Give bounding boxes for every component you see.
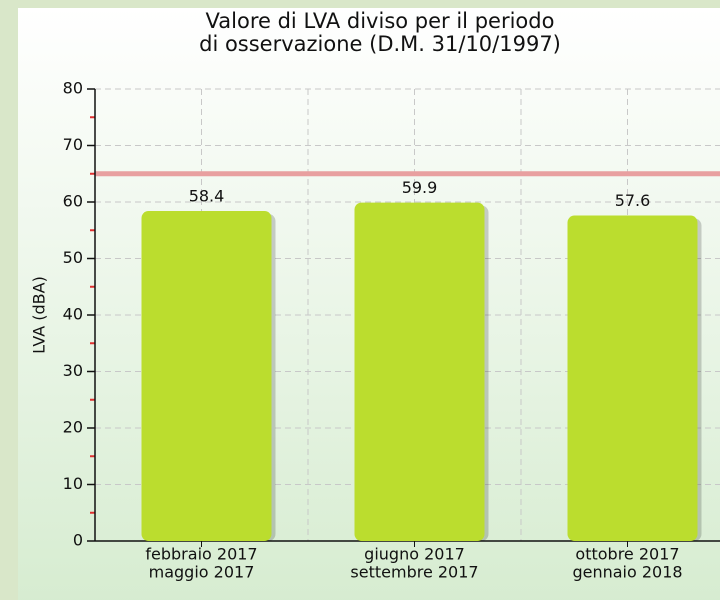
chart-title: di osservazione (D.M. 31/10/1997) (199, 32, 561, 56)
y-tick-label: 30 (63, 361, 83, 380)
y-tick-label: 10 (63, 474, 83, 493)
x-tick-label: febbraio 2017 (145, 545, 257, 564)
y-tick-label: 70 (63, 135, 83, 154)
y-tick-label: 20 (63, 418, 83, 437)
x-tick-label: ottobre 2017 (575, 545, 679, 564)
y-tick-label: 80 (63, 79, 83, 98)
x-tick-label: giugno 2017 (364, 545, 465, 564)
y-tick-label: 50 (63, 248, 83, 267)
x-tick-label: maggio 2017 (149, 563, 255, 582)
value-label: 57.6 (615, 191, 651, 210)
y-tick-label: 40 (63, 305, 83, 324)
bar (567, 215, 698, 541)
y-tick-label: 0 (73, 531, 83, 550)
value-label: 58.4 (189, 187, 225, 206)
value-label: 59.9 (402, 178, 438, 197)
x-tick-label: settembre 2017 (350, 563, 478, 582)
bar (141, 211, 272, 542)
bar (354, 202, 485, 541)
x-tick-label: gennaio 2018 (572, 563, 682, 582)
y-axis-label: LVA (dBA) (30, 276, 49, 354)
y-tick-label: 60 (63, 192, 83, 211)
chart-title: Valore di LVA diviso per il periodo (206, 9, 555, 33)
